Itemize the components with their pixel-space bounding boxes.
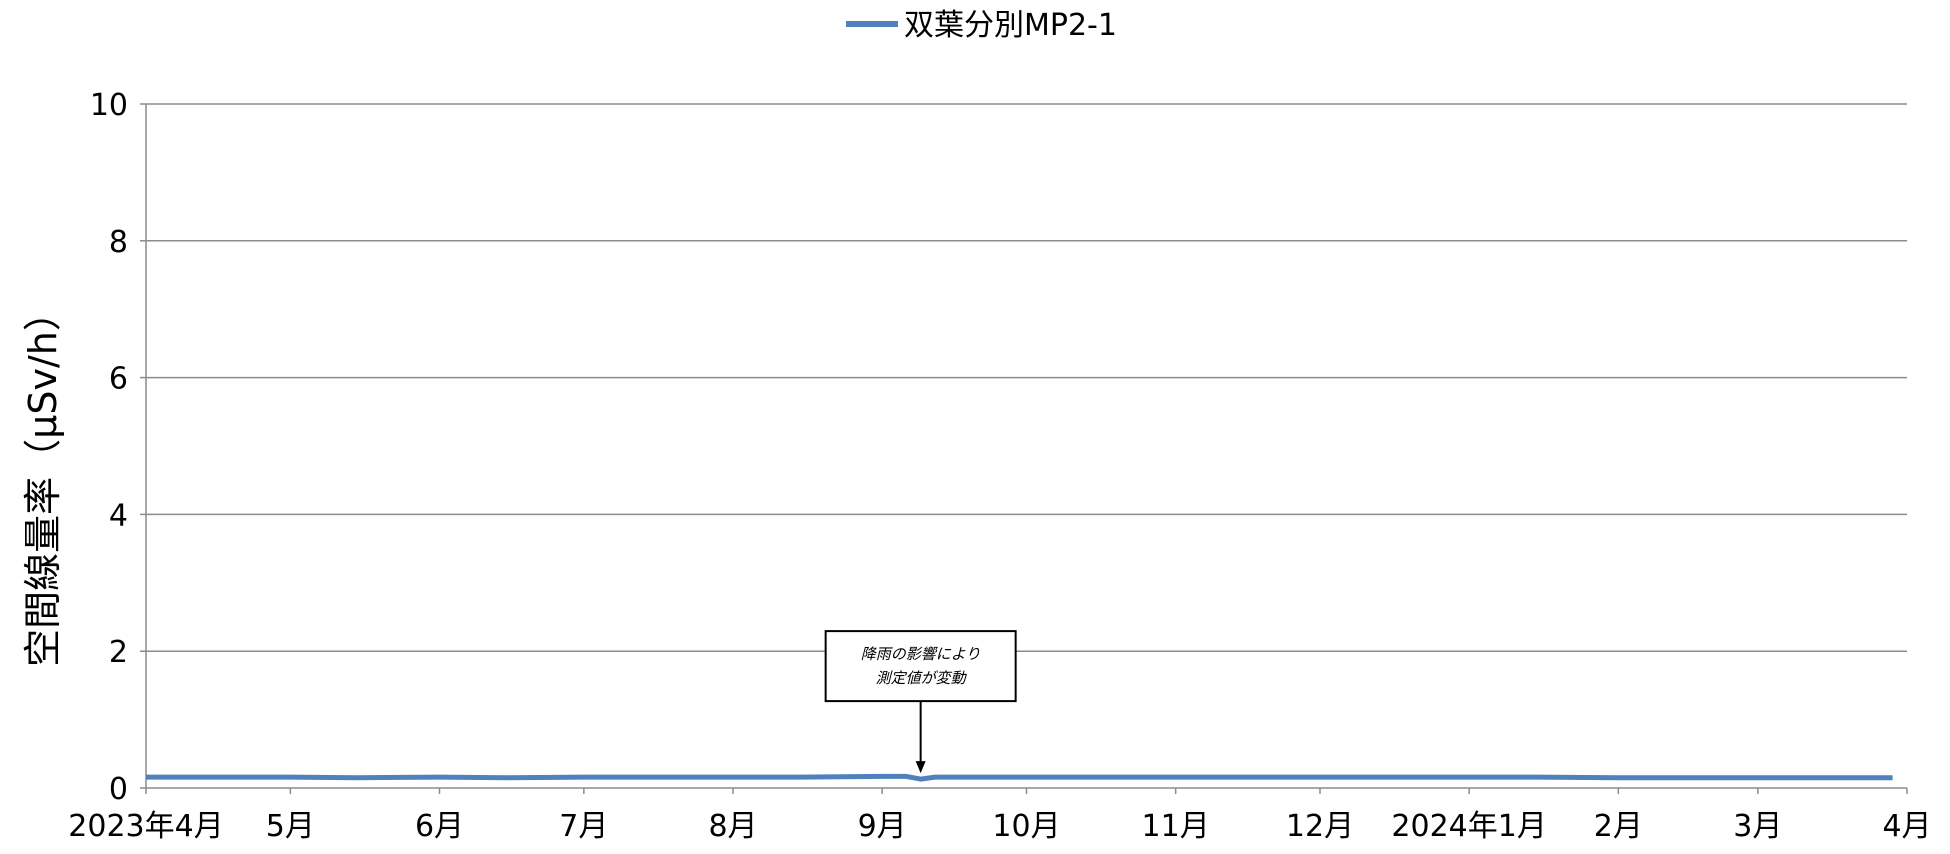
x-tick-label: 7月 — [559, 809, 608, 844]
y-tick-label: 0 — [109, 772, 128, 807]
y-tick-label: 6 — [109, 362, 128, 397]
legend: 双葉分別MP2-1 — [846, 8, 1117, 43]
y-axis-label: 空間線量率（μSv/h） — [21, 293, 65, 667]
x-tick-label: 5月 — [266, 809, 315, 844]
annotation-arrow-head — [915, 761, 926, 774]
annotation-text: 測定値が変動 — [876, 669, 968, 687]
x-tick-label: 4月 — [1882, 809, 1931, 844]
series-line — [146, 773, 1893, 782]
x-tick-label: 3月 — [1733, 809, 1782, 844]
series-group — [146, 773, 1893, 782]
x-tick-label: 2月 — [1594, 809, 1643, 844]
y-tick-label: 10 — [90, 88, 128, 123]
x-tick-label: 10月 — [992, 809, 1060, 844]
annotation-box — [824, 630, 1017, 703]
x-tick-label: 8月 — [708, 809, 757, 844]
y-tick-label: 8 — [109, 225, 128, 260]
x-tick-label: 9月 — [858, 809, 907, 844]
x-tick-label: 12月 — [1286, 809, 1354, 844]
x-tick-label: 2024年1月 — [1391, 809, 1546, 844]
x-tick-label: 2023年4月 — [68, 809, 223, 844]
legend-label: 双葉分別MP2-1 — [904, 8, 1117, 43]
annotation-text: 降雨の影響により — [861, 645, 981, 663]
gridlines — [146, 103, 1907, 652]
axes — [145, 104, 1907, 789]
x-ticks: 2023年4月 5月 6月 7月 8月 9月 10月 11月 12月 2024年1月 2月 3月 4月 — [68, 788, 1932, 844]
y-tick-label: 4 — [109, 498, 128, 533]
y-tick-label: 2 — [109, 635, 128, 670]
x-tick-label: 11月 — [1142, 809, 1210, 844]
y-ticks: 0 2 4 6 8 10 — [90, 88, 146, 807]
x-tick-label: 6月 — [415, 809, 464, 844]
